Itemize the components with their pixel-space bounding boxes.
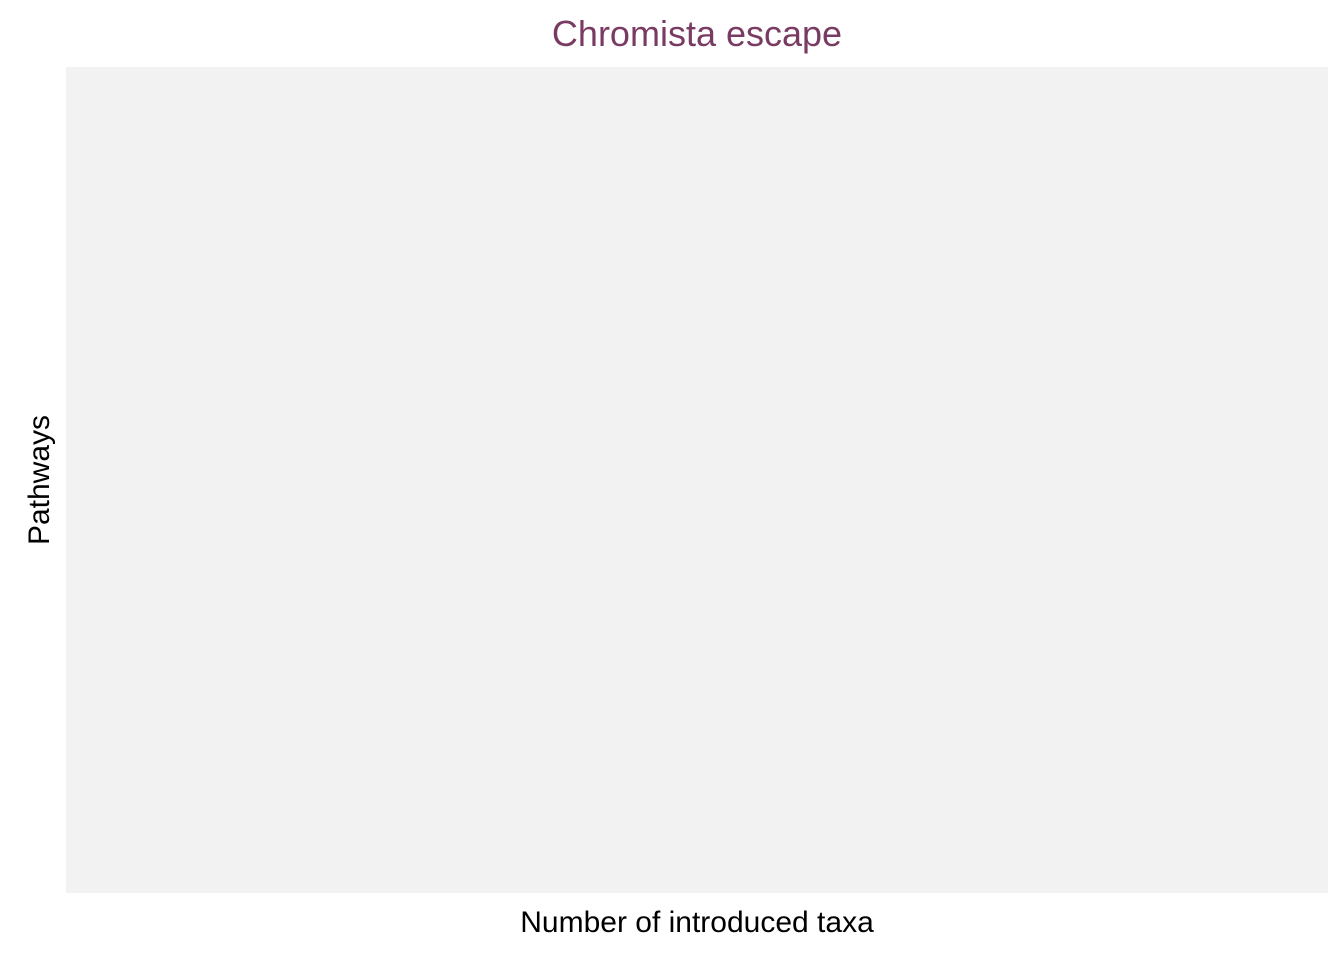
chart-title: Chromista escape xyxy=(551,13,843,54)
plot-panel xyxy=(66,67,1328,893)
x-axis-label: Number of introduced taxa xyxy=(520,906,874,939)
y-axis-label: Pathways xyxy=(23,414,56,546)
plot-area xyxy=(66,67,1328,893)
